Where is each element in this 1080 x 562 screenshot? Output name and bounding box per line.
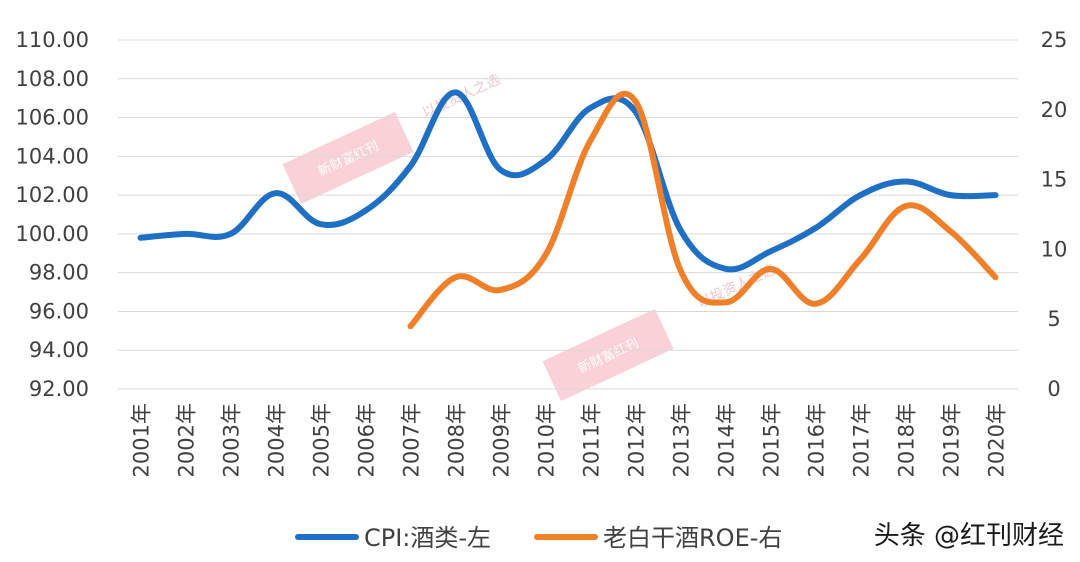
x-tick-label: 2007年 xyxy=(400,403,424,477)
series-line-cpi xyxy=(137,89,999,273)
brand-watermark: 头条 @红刊财经 xyxy=(874,521,1064,551)
x-tick-label: 2009年 xyxy=(490,403,514,477)
left-y-tick-label: 106.00 xyxy=(16,106,89,130)
right-y-tick-label: 10 xyxy=(1041,237,1068,261)
x-tick-label: 2013年 xyxy=(670,403,694,477)
x-tick-label: 2017年 xyxy=(850,403,874,477)
x-tick-label: 2008年 xyxy=(445,403,469,477)
left-y-tick-label: 102.00 xyxy=(16,183,89,207)
stamp-shape-lower xyxy=(542,308,674,402)
x-tick-label: 2018年 xyxy=(895,403,919,477)
x-tick-label: 2011年 xyxy=(580,403,604,477)
left-y-tick-label: 108.00 xyxy=(16,67,89,91)
left-y-tick-label: 94.00 xyxy=(29,338,89,362)
stamp-watermark-lower: 新财富红刊 xyxy=(542,308,674,402)
right-y-tick-label: 0 xyxy=(1047,377,1060,401)
x-tick-label: 2012年 xyxy=(625,403,649,477)
legend: CPI:酒类-左 老白干酒ROE-右 xyxy=(295,524,782,552)
series-line-roe xyxy=(407,90,999,330)
x-tick-label: 2014年 xyxy=(715,403,739,477)
left-y-axis: 110.00 108.00 106.00 104.00 102.00 100.00 98.0… xyxy=(16,28,89,401)
x-tick-label: 2004年 xyxy=(265,403,289,477)
x-tick-label: 2003年 xyxy=(220,403,244,477)
right-y-tick-label: 5 xyxy=(1047,307,1060,331)
left-y-tick-label: 100.00 xyxy=(16,222,89,246)
series-lines xyxy=(137,89,999,330)
right-y-axis: 25 20 15 10 5 0 xyxy=(1041,28,1068,401)
right-y-tick-label: 20 xyxy=(1041,98,1068,122)
left-y-tick-label: 96.00 xyxy=(29,299,89,323)
x-tick-label: 2019年 xyxy=(940,403,964,477)
x-tick-label: 2015年 xyxy=(760,403,784,477)
x-tick-label: 2001年 xyxy=(130,403,154,477)
right-y-tick-label: 15 xyxy=(1041,168,1068,192)
x-tick-label: 2020年 xyxy=(985,403,1009,477)
x-axis: 2001年 2002年 2003年 2004年 2005年 2006年 2007年 2008年… xyxy=(118,388,1018,477)
x-tick-label: 2010年 xyxy=(535,403,559,477)
x-tick-label: 2005年 xyxy=(310,403,334,477)
right-y-tick-label: 25 xyxy=(1041,28,1068,52)
legend-label-roe: 老白干酒ROE-右 xyxy=(603,524,782,552)
legend-label-cpi: CPI:酒类-左 xyxy=(364,524,491,552)
x-tick-label: 2006年 xyxy=(355,403,379,477)
left-y-tick-label: 98.00 xyxy=(29,261,89,285)
left-y-tick-label: 92.00 xyxy=(29,377,89,401)
left-y-tick-label: 110.00 xyxy=(16,28,89,52)
left-y-tick-label: 104.00 xyxy=(16,144,89,168)
x-tick-label: 2002年 xyxy=(175,403,199,477)
stamp-shape-upper xyxy=(282,111,414,205)
x-tick-label: 2016年 xyxy=(805,403,829,477)
